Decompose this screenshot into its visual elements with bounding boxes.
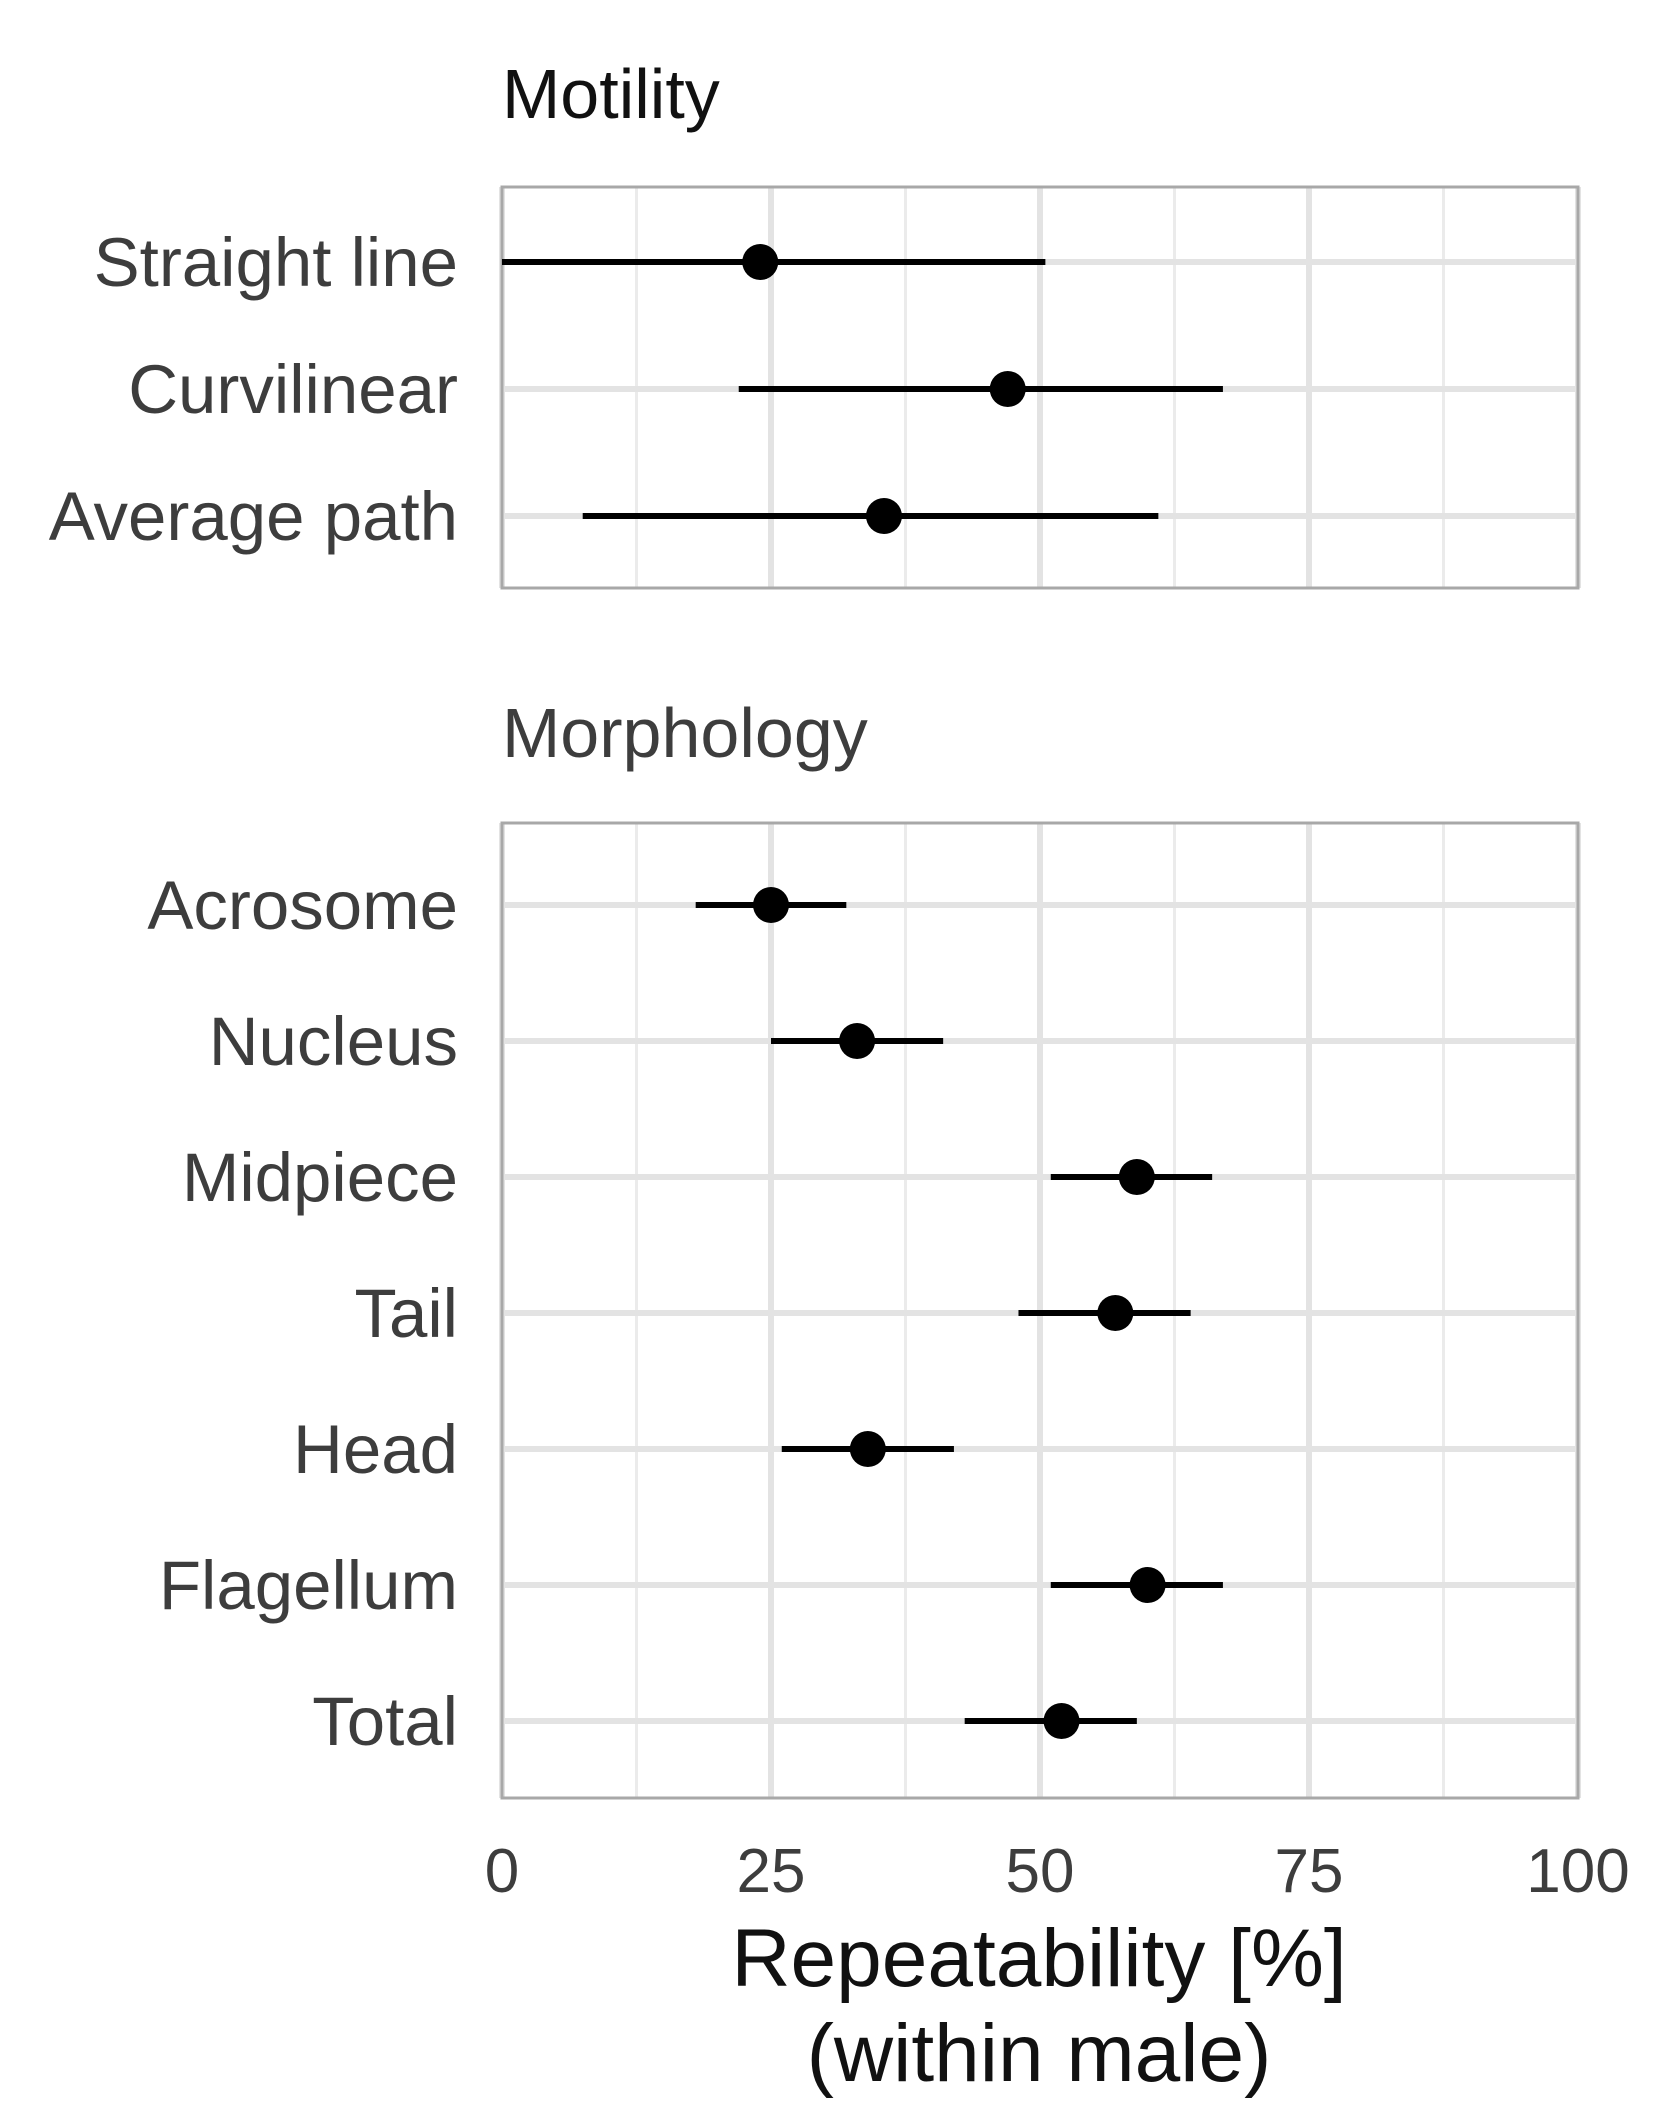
estimate-point [865, 498, 902, 534]
estimate-point [1043, 1703, 1080, 1739]
category-label: Flagellum [159, 1547, 458, 1624]
estimate-point [849, 1431, 886, 1467]
estimate-point [839, 1023, 876, 1059]
x-tick-label: 75 [1275, 1837, 1344, 1906]
category-label: Curvilinear [128, 351, 458, 428]
x-tick-label: 50 [1006, 1837, 1075, 1906]
panel-title: Motility [502, 55, 720, 133]
x-tick-label: 0 [485, 1837, 519, 1906]
x-axis-title-line1: Repeatability [%] [731, 1913, 1346, 2004]
estimate-point [753, 887, 789, 923]
category-label: Total [312, 1683, 458, 1760]
category-label: Nucleus [209, 1003, 458, 1080]
panel-motility: Motility Straight line Curvilinear Average … [49, 55, 1581, 590]
panel-morphology: Morphology Acrosome Nucleus Midpiece Tail Hea… [147, 694, 1581, 1800]
estimate-point [742, 244, 779, 280]
x-tick-label: 100 [1526, 1837, 1629, 1906]
estimate-point [989, 371, 1026, 407]
x-tick-label: 25 [737, 1837, 806, 1906]
x-axis-title-line2: (within male) [807, 2008, 1272, 2099]
estimate-point [1129, 1567, 1166, 1603]
x-axis: 0 25 50 75 100 [485, 1837, 1630, 1906]
estimate-point [1097, 1295, 1134, 1331]
category-label: Straight line [94, 224, 458, 301]
panel-title: Morphology [502, 694, 868, 772]
category-label: Average path [49, 478, 458, 555]
category-label: Midpiece [182, 1139, 458, 1216]
panel-border [500, 185, 1580, 590]
panel-border [500, 821, 1580, 1800]
category-label: Acrosome [147, 867, 458, 944]
category-label: Head [293, 1411, 458, 1488]
category-label: Tail [354, 1275, 458, 1352]
estimate-point [1118, 1159, 1155, 1195]
